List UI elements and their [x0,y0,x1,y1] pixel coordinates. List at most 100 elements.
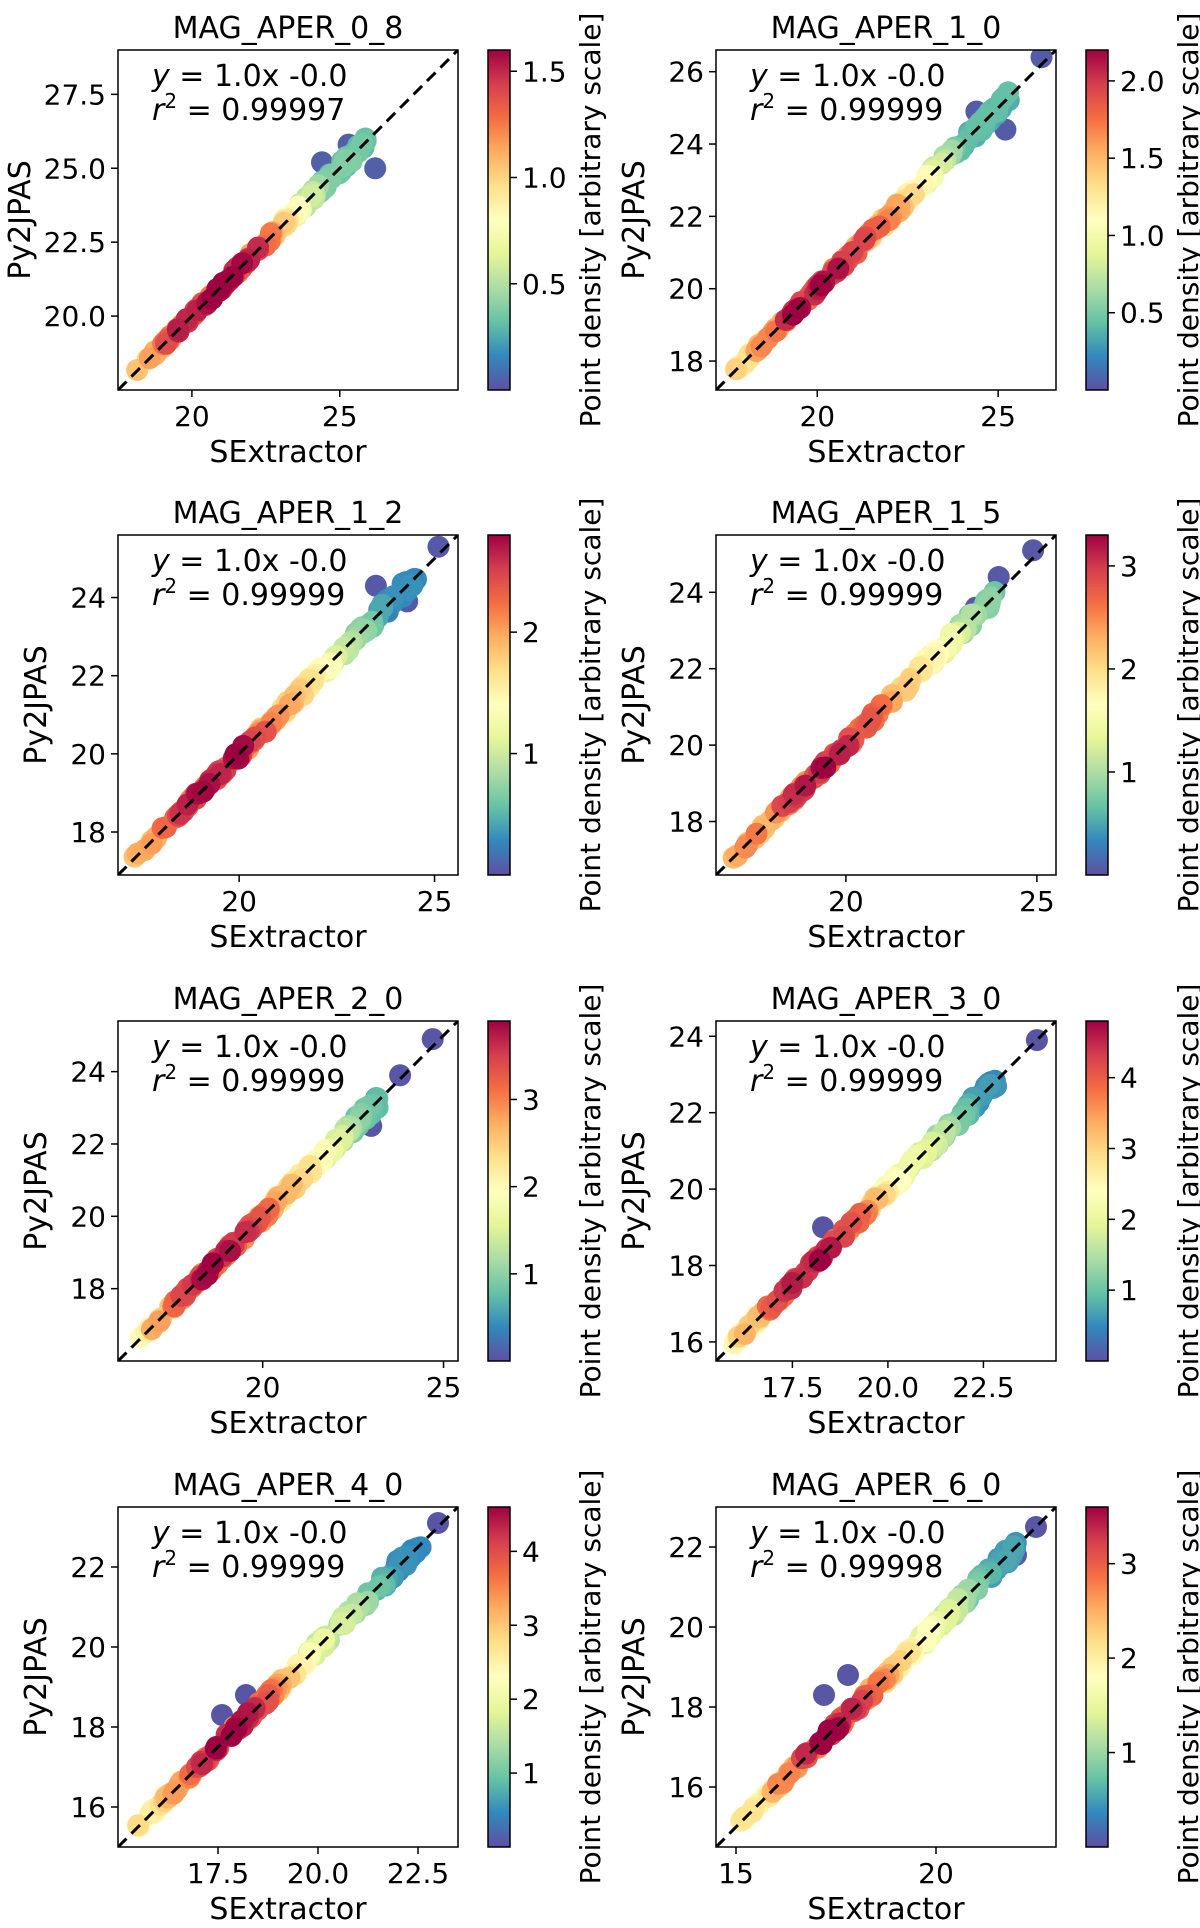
r2-value: = 0.99999 [775,93,943,128]
colorbar-label: Point density [arbitrary scale] [1172,1470,1200,1885]
colorbar-tick-label: 1 [1120,1737,1138,1770]
y-tick-label: 24 [668,128,704,161]
fit-line [716,1021,1056,1361]
r2-superscript: 2 [164,89,177,113]
data-point [997,81,1020,104]
fit-r2: r2 = 0.99999 [152,1060,345,1099]
y-axis-label: Py2JPAS [3,160,38,280]
x-tick-label: 20 [828,885,864,918]
y-tick-label: 22 [668,200,704,233]
fit-equation-text: = 1.0x -0.0 [768,59,946,94]
y-tick-label: 18 [70,1711,106,1744]
x-tick-label: 20 [174,400,210,433]
colorbar-tick-label: 0.5 [1120,297,1165,330]
r2-superscript: 2 [762,89,775,113]
colorbar-tick-label: 3 [1120,550,1138,583]
panel-title: MAG_APER_2_0 [173,982,404,1017]
data-point [201,287,224,310]
x-tick-label: 25 [1019,885,1055,918]
fit-equation-text: = 1.0x -0.0 [170,1516,348,1551]
x-axis-label: SExtractor [209,1406,367,1441]
fit-equation-text: = 1.0x -0.0 [768,544,946,579]
panel-title: MAG_APER_0_8 [173,11,404,46]
data-point [427,535,450,558]
colorbar [487,534,511,876]
x-tick-label: 25 [322,400,358,433]
y-tick-label: 20 [70,738,106,771]
fit-equation: y = 1.0x -0.0 [151,544,348,579]
data-point [808,1249,831,1272]
y-tick-label: 18 [668,1249,704,1282]
x-tick-label: 20 [221,885,257,918]
y-tick-label: 22 [668,1531,704,1564]
colorbar-tick-label: 1 [522,1258,540,1291]
data-point [899,1151,922,1174]
data-point [224,743,247,766]
fit-equation: y = 1.0x -0.0 [749,1516,946,1551]
fit-equation-text: = 1.0x -0.0 [170,1030,348,1065]
colorbar-tick-label: 3 [1120,1548,1138,1581]
fit-line [716,535,1056,875]
fit-equation: y = 1.0x -0.0 [749,59,946,94]
y-tick-label: 16 [668,1326,704,1359]
fit-y-symbol: y [151,1030,171,1065]
data-point [220,1724,243,1747]
y-axis-label: Py2JPAS [617,1131,652,1251]
colorbar-tick-label: 3 [522,1083,540,1116]
colorbar-tick-label: 4 [522,1535,540,1568]
y-tick-label: 22 [70,660,106,693]
x-axis-label: SExtractor [209,435,367,470]
y-tick-label: 20 [668,1611,704,1644]
data-point [1022,539,1045,562]
data-point [421,1028,444,1051]
fit-y-symbol: y [151,1516,171,1551]
panel-mag-aper-1-2: 20 2518202224MAG_APER_1_2SExtractorPy2JPA… [19,496,607,955]
colorbar-tick-label: 1 [1120,756,1138,789]
y-tick-label: 18 [70,1273,106,1306]
colorbar-tick-label: 2 [1120,653,1138,686]
colorbar [1085,1020,1109,1362]
r2-value: = 0.99999 [177,578,345,613]
axes-frame [117,534,459,876]
fit-line [716,1507,1056,1847]
scatter-points [118,1021,458,1361]
panel-title: MAG_APER_4_0 [173,1468,404,1503]
colorbar-tick-label: 4 [1120,1062,1138,1095]
fit-equation: y = 1.0x -0.0 [749,544,946,579]
scatter-points [716,1507,1056,1847]
x-tick-label: 20.0 [857,1371,919,1404]
fit-equation-text: = 1.0x -0.0 [170,59,348,94]
colorbar-tick-label: 2 [522,616,540,649]
axes-frame [715,1506,1057,1848]
fit-equation-text: = 1.0x -0.0 [768,1516,946,1551]
colorbar [1085,49,1109,391]
r2-symbol: r [152,93,166,128]
data-point [837,1664,859,1686]
fit-y-symbol: y [749,1516,769,1551]
fit-y-symbol: y [749,59,769,94]
scatter-points [118,1507,458,1847]
axes-frame [715,534,1057,876]
colorbar-label: Point density [arbitrary scale] [1172,984,1200,1399]
y-tick-label: 24 [70,1056,106,1089]
y-tick-label: 18 [668,806,704,839]
y-tick-label: 18 [668,1691,704,1724]
y-axis-label: Py2JPAS [19,1617,54,1737]
colorbar-tick-label: 1 [522,1757,540,1790]
fit-equation-text: = 1.0x -0.0 [170,544,348,579]
panel-mag-aper-0-8: 20 25 20.0 22.5 25.0 27.5 MAG_APER_0_8 SExtract… [3,11,607,470]
fit-y-symbol: y [151,59,171,94]
x-tick-label: 20 [918,1857,954,1890]
colorbar-tick-label: 2.0 [1120,65,1165,98]
data-point [334,148,357,171]
panel-title: MAG_APER_1_5 [771,496,1002,531]
fit-equation-text: = 1.0x -0.0 [768,1030,946,1065]
y-axis-label: Py2JPAS [19,1131,54,1251]
x-tick-label: 25 [980,400,1016,433]
x-tick-label: 22.5 [387,1857,449,1890]
axes-frame [715,49,1057,391]
colorbar-label: Point density [arbitrary scale] [574,13,607,428]
r2-value: = 0.99999 [775,578,943,613]
y-tick-label: 25.0 [44,152,106,185]
scatter-points [716,1021,1056,1361]
